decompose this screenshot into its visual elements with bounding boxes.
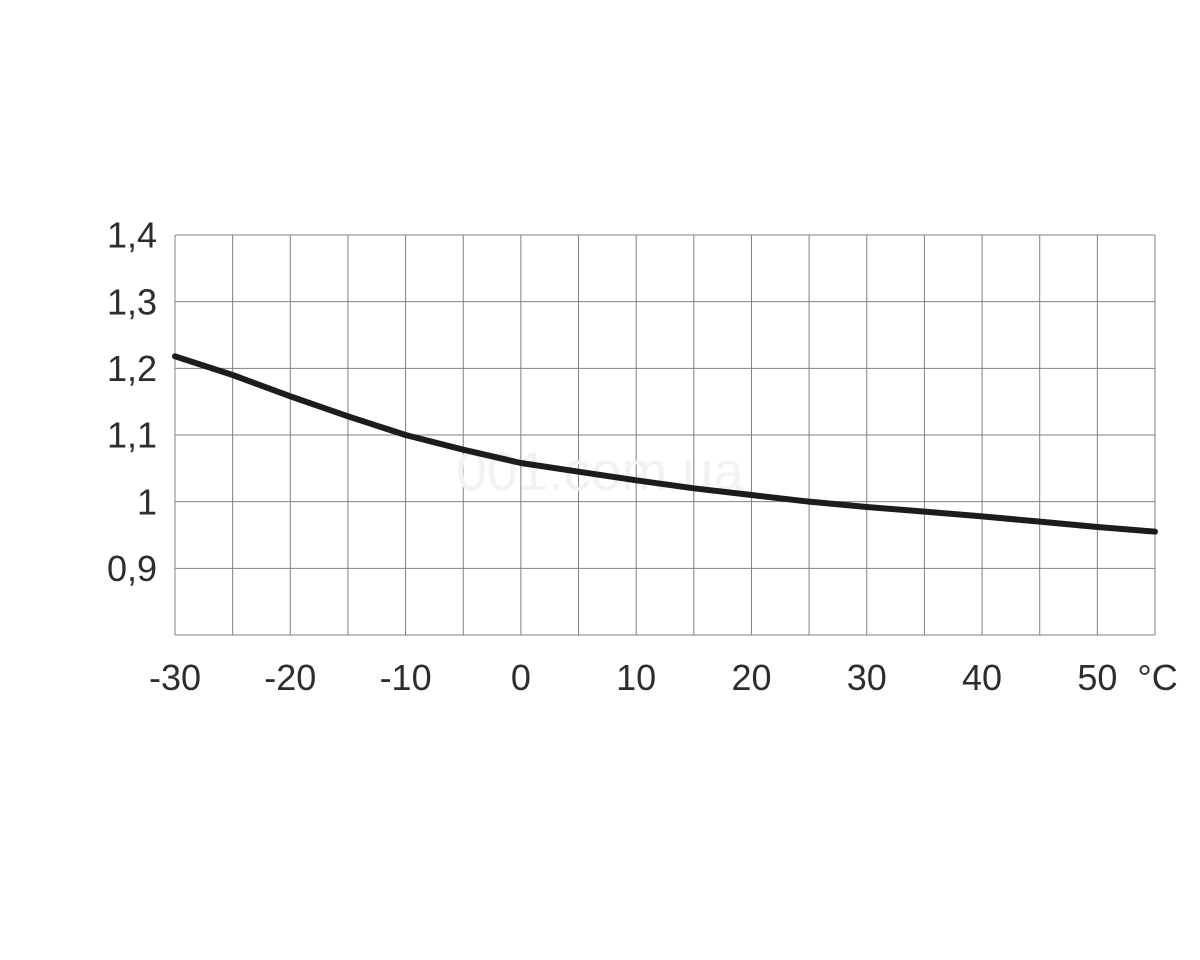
x-tick-label: 40 (962, 657, 1002, 698)
x-tick-label: 30 (847, 657, 887, 698)
y-tick-label: 1,4 (107, 215, 157, 256)
x-tick-label: -20 (264, 657, 316, 698)
y-tick-label: 1,1 (107, 415, 157, 456)
x-tick-label: 50 (1077, 657, 1117, 698)
watermark-text: 001.com.ua (456, 440, 744, 502)
x-unit-label: °C (1137, 657, 1177, 698)
x-tick-label: -10 (380, 657, 432, 698)
y-tick-label: 1 (137, 481, 157, 522)
chart-svg: 001.com.ua 0,9 1 1,1 1,2 1,3 1,4 -30 -20 -10 0 10 20… (0, 0, 1200, 960)
x-tick-label: 20 (731, 657, 771, 698)
y-tick-label: 1,2 (107, 348, 157, 389)
derating-chart: 001.com.ua 0,9 1 1,1 1,2 1,3 1,4 -30 -20 -10 0 10 20… (0, 0, 1200, 960)
y-tick-label: 1,3 (107, 281, 157, 322)
x-tick-label: -30 (149, 657, 201, 698)
y-tick-label: 0,9 (107, 548, 157, 589)
x-tick-label: 0 (511, 657, 531, 698)
x-tick-label: 10 (616, 657, 656, 698)
